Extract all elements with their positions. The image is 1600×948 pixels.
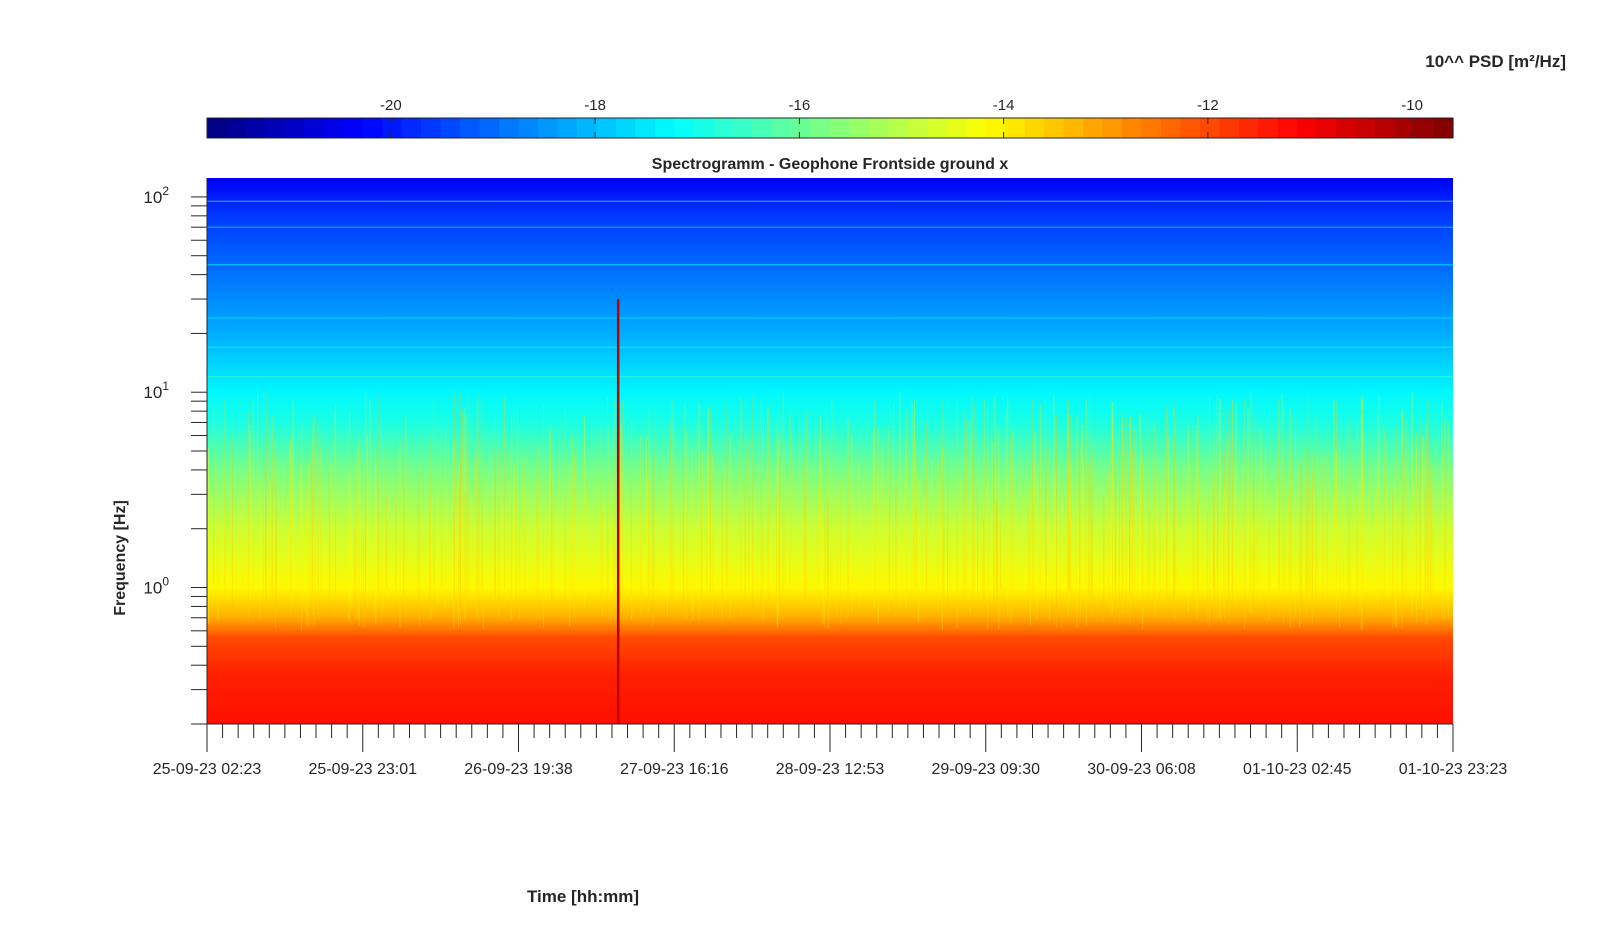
x-tick-label: 30-09-23 06:08 bbox=[1087, 761, 1196, 778]
colorbar-label: 10^^ PSD [m²/Hz] bbox=[1425, 52, 1566, 71]
colorbar-swatch bbox=[615, 118, 636, 138]
colorbar-swatch bbox=[1258, 118, 1279, 138]
colorbar-swatch bbox=[1160, 118, 1182, 138]
colorbar-swatch bbox=[752, 118, 773, 138]
colorbar-swatch bbox=[421, 118, 442, 138]
colorbar-swatch bbox=[907, 118, 928, 138]
colorbar-swatch bbox=[1355, 118, 1376, 138]
colorbar-frame bbox=[206, 117, 1454, 139]
x-tick-label: 29-09-23 09:30 bbox=[931, 761, 1040, 778]
colorbar-swatch bbox=[868, 118, 890, 138]
colorbar-swatch bbox=[927, 118, 948, 138]
x-tick-label: 01-10-23 02:45 bbox=[1243, 761, 1352, 778]
x-tick-label: 25-09-23 02:23 bbox=[153, 761, 262, 778]
colorbar-swatch bbox=[1024, 118, 1045, 138]
colorbar-swatch bbox=[888, 118, 909, 138]
colorbar-swatch bbox=[265, 118, 286, 138]
y-axis: 102 101 100 bbox=[143, 178, 208, 725]
colorbar-swatch bbox=[401, 118, 422, 138]
y-tick-label: 101 bbox=[143, 379, 169, 402]
colorbar-swatch bbox=[1141, 118, 1162, 138]
colorbar-swatch bbox=[557, 118, 578, 138]
colorbar-swatch bbox=[537, 118, 559, 138]
colorbar-swatch bbox=[1005, 118, 1026, 138]
colorbar-swatch bbox=[1238, 118, 1259, 138]
colorbar-swatch bbox=[343, 118, 364, 138]
colorbar-swatch bbox=[771, 118, 792, 138]
colorbar-swatch bbox=[635, 118, 656, 138]
colorbar-swatch bbox=[1297, 118, 1318, 138]
colorbar-swatch bbox=[946, 118, 967, 138]
x-axis: 25-09-23 02:23 25-09-23 23:01 26-09-23 19:… bbox=[153, 723, 1508, 778]
colorbar-swatch bbox=[732, 118, 753, 138]
colorbar-tick-label: -14 bbox=[993, 97, 1015, 114]
colorbar-swatch bbox=[1063, 118, 1084, 138]
colorbar-swatch bbox=[518, 118, 539, 138]
colorbar-swatch bbox=[304, 118, 325, 138]
colorbar-swatch bbox=[1414, 118, 1435, 138]
colorbar-swatch bbox=[985, 118, 1006, 138]
x-tick-label: 27-09-23 16:16 bbox=[620, 761, 729, 778]
colorbar-swatch bbox=[1394, 118, 1415, 138]
colorbar-swatch bbox=[1336, 118, 1357, 138]
colorbar-swatch bbox=[362, 118, 383, 138]
colorbar-swatch bbox=[1180, 118, 1201, 138]
colorbar-swatch bbox=[713, 118, 734, 138]
colorbar-tick-label: -18 bbox=[584, 97, 606, 114]
colorbar-swatch bbox=[674, 118, 695, 138]
colorbar-swatch bbox=[1433, 118, 1454, 138]
colorbar-swatch bbox=[849, 118, 870, 138]
colorbar-swatch bbox=[810, 118, 831, 138]
colorbar-swatch bbox=[323, 118, 344, 138]
colorbar-swatch bbox=[440, 118, 461, 138]
colorbar-swatch bbox=[460, 118, 481, 138]
colorbar-swatch bbox=[791, 118, 812, 138]
colorbar-swatch bbox=[966, 118, 987, 138]
colorbar-swatch bbox=[1277, 118, 1298, 138]
colorbar-swatch bbox=[1083, 118, 1104, 138]
colorbar-swatch bbox=[207, 118, 228, 138]
colorbar-swatch bbox=[830, 118, 851, 138]
y-tick-label: 102 bbox=[143, 184, 169, 207]
y-tick-label: 100 bbox=[143, 575, 169, 598]
colorbar-swatch bbox=[693, 118, 714, 138]
colorbar-swatch bbox=[576, 118, 597, 138]
colorbar-swatch bbox=[226, 118, 247, 138]
y-axis-label: Frequency [Hz] bbox=[112, 500, 129, 616]
colorbar-swatch bbox=[1122, 118, 1143, 138]
colorbar-ticks: -20 -18 -16 -14 -12 -10 bbox=[380, 97, 1423, 138]
colorbar-tick-label: -12 bbox=[1197, 97, 1219, 114]
colorbar-swatch bbox=[382, 118, 403, 138]
x-tick-label: 01-10-23 23:23 bbox=[1399, 761, 1508, 778]
colorbar-tick-label: -16 bbox=[789, 97, 811, 114]
colorbar-swatch bbox=[654, 118, 675, 138]
colorbar-swatch bbox=[245, 118, 267, 138]
colorbar-swatch bbox=[479, 118, 500, 138]
x-tick-label: 26-09-23 19:38 bbox=[464, 761, 573, 778]
spectrogram-plot bbox=[207, 178, 1453, 724]
colorbar-tick-label: -20 bbox=[380, 97, 402, 114]
x-tick-label: 25-09-23 23:01 bbox=[308, 761, 417, 778]
colorbar-swatch bbox=[1316, 118, 1337, 138]
colorbar-swatch bbox=[499, 118, 520, 138]
colorbar-swatch bbox=[1219, 118, 1240, 138]
colorbar-swatch bbox=[1102, 118, 1123, 138]
colorbar-tick-label: -10 bbox=[1401, 97, 1423, 114]
x-axis-label: Time [hh:mm] bbox=[527, 887, 639, 906]
chart-title: Spectrogramm - Geophone Frontside ground… bbox=[652, 156, 1009, 173]
colorbar-swatch bbox=[596, 118, 617, 138]
colorbar-swatch bbox=[1375, 118, 1396, 138]
colorbar-swatch bbox=[1044, 118, 1065, 138]
spectrogram-background bbox=[207, 178, 1453, 724]
colorbar bbox=[206, 117, 1454, 139]
colorbar-swatch bbox=[1199, 118, 1220, 138]
x-tick-label: 28-09-23 12:53 bbox=[776, 761, 885, 778]
colorbar-swatch bbox=[284, 118, 305, 138]
